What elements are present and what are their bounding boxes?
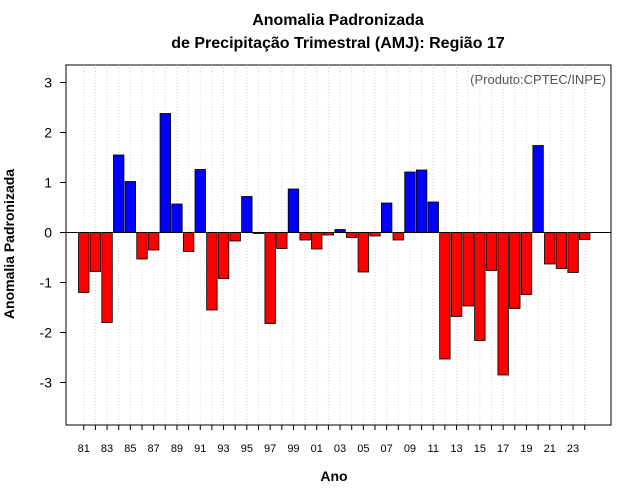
x-tick-label: 99 bbox=[287, 443, 299, 455]
x-tick-label: 89 bbox=[171, 443, 183, 455]
bar-10 bbox=[415, 169, 428, 233]
bar-84 bbox=[113, 154, 125, 233]
bar-99 bbox=[287, 188, 300, 233]
y-tick-label: 1 bbox=[44, 175, 52, 191]
bar-05 bbox=[357, 232, 370, 273]
bar-13 bbox=[450, 232, 463, 317]
x-tick-label: 09 bbox=[404, 443, 416, 455]
bar-08 bbox=[392, 232, 404, 241]
bar-85 bbox=[124, 181, 136, 233]
bar-92 bbox=[206, 232, 218, 311]
bar-83 bbox=[101, 232, 113, 323]
bar-04 bbox=[346, 232, 358, 238]
bar-11 bbox=[427, 201, 439, 233]
x-tick-label: 83 bbox=[101, 443, 113, 455]
bar-23 bbox=[567, 232, 579, 273]
x-axis: 81 83 85 87 89 91 93 95 97 99 01 03 05 07 09 11 13 15 17 19… bbox=[78, 425, 586, 455]
bar-98 bbox=[276, 232, 288, 249]
bar-97 bbox=[264, 232, 276, 324]
bar-82 bbox=[89, 232, 102, 272]
bar-14 bbox=[462, 232, 474, 307]
bar-81 bbox=[78, 232, 90, 293]
bar-90 bbox=[182, 232, 195, 252]
bar-15 bbox=[474, 232, 486, 341]
y-tick-label: 0 bbox=[44, 225, 52, 241]
plot-frame bbox=[65, 64, 612, 426]
x-tick-label: 11 bbox=[428, 443, 439, 455]
x-tick-label: 21 bbox=[544, 443, 556, 455]
y-tick-label: -2 bbox=[40, 325, 53, 341]
bar-21 bbox=[544, 232, 556, 265]
x-axis-title: Ano bbox=[320, 468, 347, 484]
y-axis-title: Anomalia Padronizada bbox=[1, 169, 17, 319]
bar-19 bbox=[520, 232, 533, 295]
bar-01 bbox=[311, 232, 323, 250]
x-tick-label: 17 bbox=[497, 443, 509, 455]
bar-89 bbox=[171, 203, 183, 233]
bar-17 bbox=[497, 232, 509, 376]
bar-20 bbox=[532, 145, 544, 233]
bar-09 bbox=[404, 171, 416, 233]
y-tick-label: -3 bbox=[40, 375, 53, 391]
x-tick-label: 15 bbox=[474, 443, 486, 455]
x-tick-label: 91 bbox=[194, 443, 206, 455]
x-tick-label: 23 bbox=[567, 443, 579, 455]
chart-title: Anomalia Padronizada bbox=[252, 12, 424, 29]
x-tick-label: 19 bbox=[520, 443, 532, 455]
source-annotation: (Produto:CPTEC/INPE) bbox=[470, 72, 606, 87]
bar-93 bbox=[217, 232, 230, 279]
x-tick-label: 13 bbox=[450, 443, 462, 455]
y-axis: -3 -2 -1 0 1 2 3 bbox=[40, 75, 66, 391]
x-tick-label: 93 bbox=[217, 443, 229, 455]
x-tick-label: 85 bbox=[124, 443, 136, 455]
bar-95 bbox=[241, 196, 253, 233]
bar-88 bbox=[159, 113, 171, 233]
bar-06 bbox=[369, 232, 381, 237]
x-tick-label: 97 bbox=[264, 443, 276, 455]
bar-87 bbox=[147, 232, 160, 251]
x-tick-label: 01 bbox=[311, 443, 323, 455]
bars bbox=[78, 113, 591, 376]
bar-00 bbox=[299, 232, 311, 241]
y-tick-label: -1 bbox=[40, 275, 53, 291]
bar-86 bbox=[136, 232, 148, 260]
bar-91 bbox=[194, 169, 206, 233]
x-tick-label: 07 bbox=[381, 443, 393, 455]
bar-94 bbox=[229, 232, 241, 242]
x-tick-label: 95 bbox=[241, 443, 253, 455]
x-tick-label: 87 bbox=[148, 443, 160, 455]
x-tick-label: 81 bbox=[78, 443, 90, 455]
bar-07 bbox=[380, 202, 393, 233]
x-tick-label: 05 bbox=[357, 443, 369, 455]
bar-24 bbox=[579, 232, 591, 240]
y-tick-label: 3 bbox=[44, 75, 52, 91]
bar-18 bbox=[509, 232, 521, 309]
bar-12 bbox=[439, 232, 451, 360]
bar-22 bbox=[555, 232, 568, 269]
bar-16 bbox=[485, 232, 498, 271]
x-tick-label: 03 bbox=[334, 443, 346, 455]
chart-subtitle: de Precipitação Trimestral (AMJ): Região… bbox=[171, 35, 505, 52]
y-tick-label: 2 bbox=[44, 125, 52, 141]
